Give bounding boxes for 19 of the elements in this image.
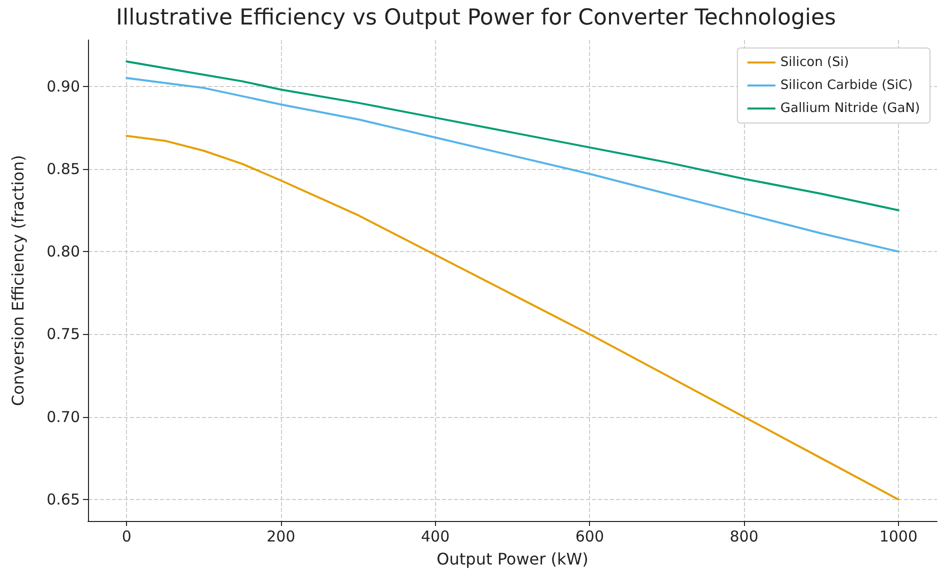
y-tick-label: 0.75 [46,325,80,344]
legend-label: Silicon (Si) [780,55,849,70]
x-tick-label: 1000 [879,528,918,546]
legend-label: Silicon Carbide (SiC) [780,78,913,93]
y-tick-label: 0.90 [46,77,80,96]
x-tick-label: 800 [730,528,758,546]
x-tick-label: 0 [122,528,132,546]
x-tick-label: 600 [575,528,604,546]
chart-title: Illustrative Efficiency vs Output Power for Converter Technologies [116,6,836,30]
y-tick-label: 0.85 [46,160,80,178]
y-tick-label: 0.80 [46,242,80,261]
y-tick-label: 0.70 [46,408,80,426]
x-tick-label: 400 [421,528,450,546]
x-axis-title: Output Power (kW) [436,550,588,568]
y-tick-label: 0.65 [46,490,80,509]
x-tick-label: 200 [266,528,296,546]
y-axis-title: Conversion Efficiency (fraction) [8,155,28,406]
legend-label: Gallium Nitride (GaN) [780,101,920,116]
line-series [126,134,900,501]
